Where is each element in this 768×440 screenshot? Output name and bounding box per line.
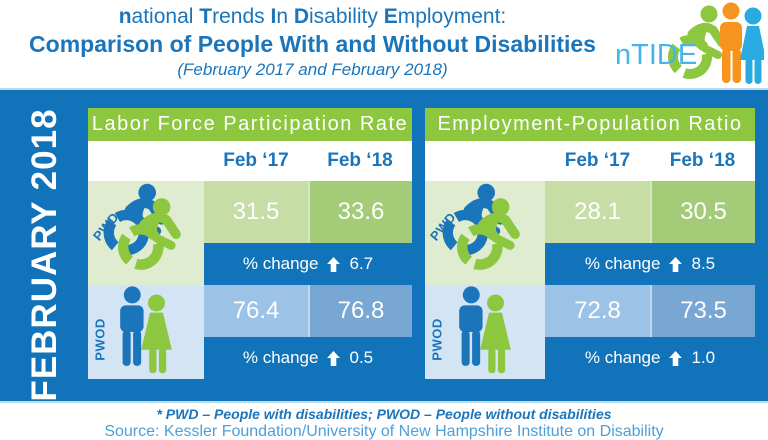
- change-label: % change: [584, 254, 661, 273]
- value-pwd-feb17: 31.5: [204, 181, 308, 243]
- value-pwod-feb18: 76.8: [308, 285, 412, 337]
- man-figure-icon: [720, 2, 742, 83]
- pwd-change-row: % change 6.7: [204, 243, 412, 285]
- arrow-up-icon: [669, 256, 683, 272]
- panel-employment-population: Employment-Population Ratio Feb ‘17 Feb …: [425, 108, 755, 379]
- col-header-feb17: Feb ‘17: [204, 141, 308, 181]
- title-subtitle: (February 2017 and February 2018): [177, 60, 448, 79]
- value-pwod-feb17: 76.4: [204, 285, 308, 337]
- pwd-icon: [425, 181, 545, 285]
- value-pwod-feb17: 72.8: [545, 285, 650, 337]
- arrow-up-icon: [327, 256, 341, 272]
- woman-figure-icon: [740, 7, 764, 84]
- value-pwd-feb18: 30.5: [650, 181, 755, 243]
- pwod-change-row: % change 0.5: [204, 337, 412, 379]
- pwd-icon: [88, 181, 204, 285]
- panel-title: Employment-Population Ratio: [425, 108, 755, 141]
- pwod-group-label: PWOD: [92, 318, 108, 361]
- value-pwd-feb18: 33.6: [308, 181, 412, 243]
- title-block: national Trends In Disability Employment…: [0, 4, 625, 82]
- wheelchair-symbol-icon: [668, 5, 727, 79]
- arrow-up-icon: [327, 350, 341, 366]
- change-label: % change: [242, 348, 319, 367]
- title-line2: Comparison of People With and Without Di…: [29, 31, 596, 57]
- panel-title: Labor Force Participation Rate: [88, 108, 412, 141]
- pwod-icon: [425, 285, 545, 379]
- pwd-change-row: % change 8.5: [545, 243, 755, 285]
- ntide-logo: nTIDE: [615, 2, 764, 84]
- change-label: % change: [242, 254, 319, 273]
- title-line1: national Trends In Disability Employment…: [118, 5, 507, 28]
- col-header-feb18: Feb ‘18: [308, 141, 412, 181]
- header-spacer: [425, 141, 545, 181]
- header: national Trends In Disability Employment…: [0, 0, 768, 88]
- pwod-change-row: % change 1.0: [545, 337, 755, 379]
- header-spacer: [88, 141, 204, 181]
- change-value: 8.5: [691, 254, 716, 273]
- logo-wordmark: nTIDE: [615, 39, 697, 71]
- change-value: 0.5: [349, 348, 374, 367]
- value-pwod-feb18: 73.5: [650, 285, 755, 337]
- pwd-label-cell: PWD: [425, 181, 545, 285]
- change-label: % change: [584, 348, 661, 367]
- pwod-label-cell: PWOD: [88, 285, 204, 379]
- col-header-feb17: Feb ‘17: [545, 141, 650, 181]
- month-label: FEBRUARY 2018: [25, 108, 64, 402]
- source-line: Source: Kessler Foundation/University of…: [104, 423, 664, 440]
- col-header-feb18: Feb ‘18: [650, 141, 755, 181]
- pwod-label-cell: PWOD: [425, 285, 545, 379]
- change-value: 6.7: [349, 254, 374, 273]
- change-value: 1.0: [691, 348, 716, 367]
- data-board: FEBRUARY 2018 Labor Force Participation …: [0, 88, 768, 403]
- footer: * PWD – People with disabilities; PWOD –…: [0, 403, 768, 440]
- arrow-up-icon: [669, 350, 683, 366]
- pwod-icon: [88, 285, 204, 379]
- footnote: * PWD – People with disabilities; PWOD –…: [156, 406, 612, 422]
- panel-labor-force-participation: Labor Force Participation Rate Feb ‘17 F…: [88, 108, 412, 379]
- value-pwd-feb17: 28.1: [545, 181, 650, 243]
- pwod-group-label: PWOD: [429, 318, 445, 361]
- pwd-label-cell: PWD: [88, 181, 204, 285]
